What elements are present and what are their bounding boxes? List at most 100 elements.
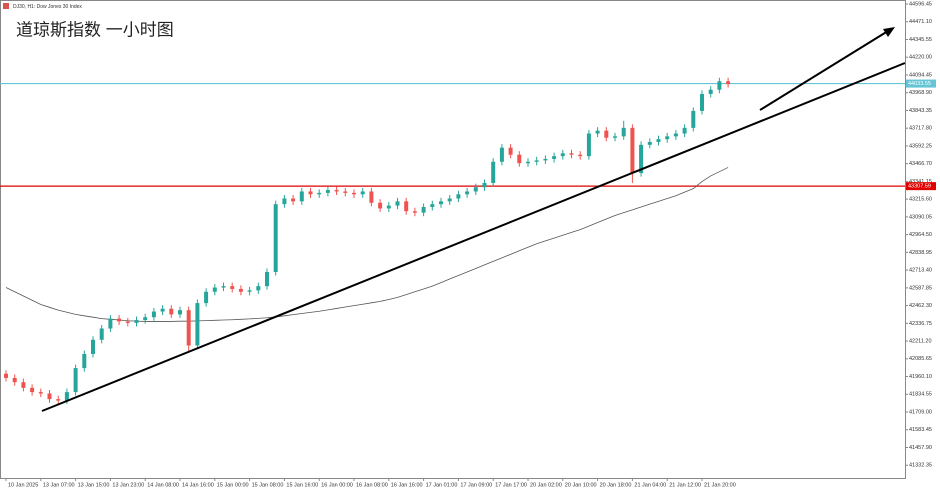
candle-body	[56, 399, 61, 401]
x-tick-label: 14 Jan 08:00	[147, 482, 179, 488]
y-tick-label: 42587.85	[909, 285, 932, 291]
candle-body	[508, 147, 513, 155]
y-tick-label: 42838.95	[909, 250, 932, 256]
candle-body	[134, 320, 139, 323]
candle-body	[447, 198, 452, 202]
candle-body	[552, 156, 557, 159]
y-tick-label: 41834.55	[909, 392, 932, 398]
candle-body	[82, 353, 87, 369]
candle-body	[621, 127, 626, 137]
candle-body	[404, 201, 409, 212]
y-tick-label: 43843.35	[909, 108, 932, 114]
candle-body	[143, 317, 148, 321]
candle-body	[630, 127, 635, 174]
candle-body	[691, 110, 696, 128]
x-tick-label: 15 Jan 00:00	[217, 482, 249, 488]
candle-body	[560, 153, 565, 157]
y-tick-label: 43215.60	[909, 197, 932, 203]
candle-body	[473, 187, 478, 192]
candle-body	[482, 182, 487, 188]
y-tick-label: 43341.15	[909, 179, 932, 185]
candle-body	[230, 286, 235, 289]
candle-body	[125, 321, 130, 323]
y-tick-label: 42462.30	[909, 303, 932, 309]
candle-body	[317, 192, 322, 195]
y-tick-label: 41960.10	[909, 374, 932, 380]
candle-body	[108, 318, 113, 329]
candle-body	[169, 308, 174, 315]
candle-body	[160, 308, 165, 312]
y-tick-label: 44220.00	[909, 55, 932, 61]
window-title: DJ30, H1: Dow Jones 30 Index	[13, 4, 82, 10]
candle-body	[456, 194, 461, 199]
candle-body	[12, 377, 17, 383]
candle-body	[717, 81, 722, 90]
candle-body	[499, 147, 504, 162]
candle-body	[491, 161, 496, 183]
arrow-line	[759, 30, 889, 111]
x-tick-label: 13 Jan 07:00	[43, 482, 75, 488]
candle-body	[73, 368, 78, 393]
candle-body	[4, 373, 8, 378]
candle-body	[256, 286, 261, 291]
candle-body	[21, 382, 26, 388]
candle-body	[299, 191, 304, 202]
candle-body	[543, 158, 548, 161]
candle-body	[30, 387, 35, 393]
candle-body	[613, 136, 617, 138]
x-tick-label: 20 Jan 18:00	[600, 482, 632, 488]
x-tick-label: 10 Jan 2025	[8, 482, 38, 488]
y-tick-label: 41332.35	[909, 463, 932, 469]
x-tick-label: 21 Jan 04:00	[634, 482, 666, 488]
candle-body	[221, 286, 226, 288]
x-tick-label: 17 Jan 09:00	[460, 482, 492, 488]
y-tick-label: 42964.50	[909, 232, 932, 238]
y-tick-label: 42713.40	[909, 268, 932, 274]
x-tick-label: 21 Jan 20:00	[704, 482, 736, 488]
candle-body	[378, 202, 383, 209]
y-tick-label: 44345.55	[909, 37, 932, 43]
price-level-label: 43307.59	[908, 184, 931, 190]
moving-average	[5, 167, 729, 322]
candle-body	[308, 191, 313, 195]
candle-body	[369, 191, 374, 203]
candle-body	[595, 130, 600, 134]
candle-body	[186, 310, 191, 346]
y-tick-label: 43090.05	[909, 214, 932, 220]
x-tick-label: 16 Jan 00:00	[321, 482, 353, 488]
y-tick-label: 42085.65	[909, 356, 932, 362]
candle-body	[360, 191, 365, 195]
candle-body	[604, 130, 609, 138]
x-tick-label: 14 Jan 16:00	[182, 482, 214, 488]
candle-body	[412, 211, 417, 213]
candle-body	[682, 127, 687, 134]
candle-body	[673, 133, 678, 137]
candle-body	[291, 198, 296, 202]
x-tick-label: 16 Jan 16:00	[391, 482, 423, 488]
candle-body	[282, 198, 287, 205]
candle-body	[212, 287, 217, 292]
x-tick-label: 20 Jan 10:00	[565, 482, 597, 488]
trend-line	[41, 62, 906, 412]
x-tick-label: 21 Jan 12:00	[669, 482, 701, 488]
candle-body	[204, 291, 209, 304]
candle-body	[386, 205, 391, 209]
candle-body	[99, 328, 104, 340]
candle-body	[195, 303, 200, 346]
candle-body	[586, 133, 591, 157]
x-tick-label: 13 Jan 23:00	[112, 482, 144, 488]
x-tick-label: 17 Jan 17:00	[495, 482, 527, 488]
chart-title: 道琼斯指数 一小时图	[16, 20, 174, 39]
x-tick-label: 15 Jan 08:00	[252, 482, 284, 488]
candle-body	[47, 393, 52, 400]
candle-body	[91, 339, 95, 354]
candle-body	[526, 161, 530, 164]
candle-body	[64, 392, 69, 401]
candle-body	[465, 191, 470, 195]
candle-body	[578, 154, 583, 157]
candle-body	[325, 190, 330, 193]
arrow-head	[883, 27, 895, 37]
window-icon	[3, 3, 9, 9]
y-tick-label: 44596.45	[909, 1, 932, 7]
candle-body	[534, 160, 539, 162]
